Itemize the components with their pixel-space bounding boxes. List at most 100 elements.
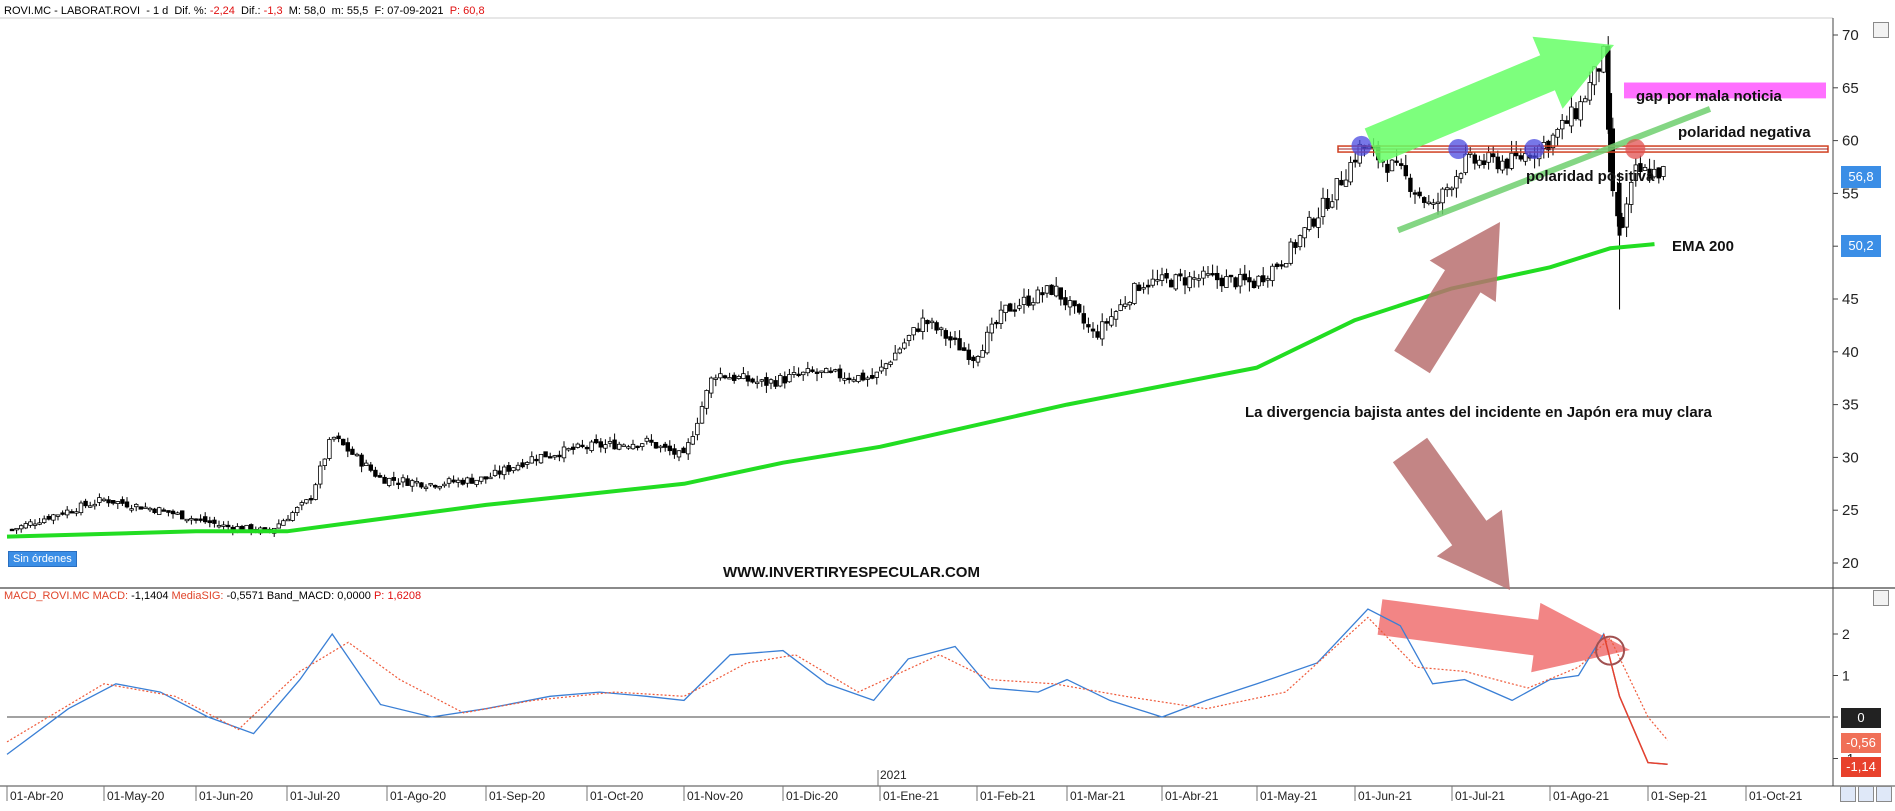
channel-line [1396, 106, 1712, 234]
save-button[interactable] [1858, 786, 1874, 802]
x-tick-label: 01-Dic-20 [786, 789, 838, 803]
candle-body [308, 498, 314, 501]
candle-body [147, 507, 153, 511]
candle-body [837, 368, 843, 379]
candle-body [469, 477, 475, 484]
candle-body [327, 439, 332, 459]
candle-body [1495, 156, 1500, 170]
candle-body [948, 336, 953, 341]
pane-maximize-button[interactable] [1873, 22, 1889, 38]
candle-body [336, 435, 341, 440]
candle-body [1500, 160, 1505, 171]
candle-body [538, 453, 544, 464]
candle-body [911, 327, 916, 336]
candle-body [1086, 324, 1091, 328]
divergence-arrow-up [1394, 222, 1500, 374]
candle-body [1440, 188, 1445, 204]
candle-body [1288, 241, 1293, 264]
price-y-tick-label: 55 [1842, 185, 1859, 202]
candle-body [317, 465, 323, 485]
candle-body [202, 516, 208, 523]
candle-body [787, 374, 792, 383]
candle-body [1578, 101, 1583, 121]
candle-body [474, 479, 479, 485]
candle-body [566, 448, 571, 451]
candle-body [1279, 264, 1284, 267]
x-tick-label: 01-May-20 [107, 789, 165, 803]
candle-body [1141, 287, 1146, 290]
touch-circle [1524, 139, 1545, 160]
candle-body [446, 478, 452, 484]
candle-body [520, 462, 525, 468]
gap-candle-body [1608, 93, 1613, 173]
candle-body [212, 519, 217, 524]
candle-body [1638, 163, 1643, 173]
candle-body [55, 514, 61, 517]
candle-body [506, 465, 511, 472]
candle-body [359, 454, 364, 467]
candle-body [1652, 168, 1657, 178]
candle-body [175, 512, 180, 515]
candle-body [713, 377, 718, 380]
candle-body [42, 518, 47, 523]
candle-body [285, 518, 291, 522]
candle-body [262, 527, 268, 530]
candle-body [617, 443, 622, 450]
candle-body [989, 323, 994, 334]
signal-value: -0,5571 [226, 590, 264, 602]
candle-body [755, 381, 760, 384]
candle-body [1330, 201, 1335, 208]
candle-body [851, 379, 856, 382]
dif-label: Dif.: [241, 5, 261, 17]
x-tick-label: 01-Mar-21 [1070, 789, 1126, 803]
candle-body [198, 518, 203, 521]
candle-body [1316, 217, 1321, 228]
candle-body [1196, 278, 1201, 281]
macd-pane-maximize-button[interactable] [1873, 590, 1889, 606]
candle-body [69, 511, 74, 514]
x-tick-label: 01-Jun-20 [199, 789, 253, 803]
candle-body [801, 371, 806, 376]
candle-body [1422, 197, 1427, 203]
divergence-arrow-down [1392, 437, 1510, 590]
candle-body [14, 527, 19, 531]
candle-body [451, 479, 456, 483]
minus-button[interactable] [1840, 786, 1856, 802]
candle-body [1343, 179, 1349, 187]
candle-body [810, 369, 815, 372]
candle-body [598, 441, 603, 448]
candle-body [221, 524, 226, 527]
year-marker-label: 2021 [880, 768, 907, 782]
candle-body [1560, 119, 1565, 130]
scroll-right-button[interactable] [1876, 786, 1892, 802]
candle-body [1293, 242, 1298, 248]
candle-body [575, 443, 580, 448]
interval-label: 1 d [152, 5, 169, 17]
candle-body [386, 477, 392, 486]
candle-body [1399, 163, 1404, 166]
candle-body [824, 368, 829, 374]
candle-body [294, 507, 300, 513]
candle-body [396, 482, 401, 486]
candle-body [276, 523, 281, 529]
candle-body [1307, 216, 1312, 230]
candle-body [584, 446, 590, 450]
x-tick-label: 01-Nov-20 [687, 789, 743, 803]
last-price-box: 56,8 [1841, 166, 1881, 188]
candle-body [870, 375, 875, 379]
candle-body [1481, 160, 1487, 165]
candle-body [1408, 177, 1413, 192]
candle-body [478, 476, 484, 482]
candle-body [750, 378, 755, 383]
candle-body [18, 525, 24, 530]
candle-body [1109, 316, 1114, 326]
candle-body [975, 356, 981, 363]
orders-badge[interactable]: Sin órdenes [8, 551, 77, 567]
candle-body [1661, 166, 1666, 177]
candle-body [511, 467, 516, 472]
watermark: WWW.INVERTIRYESPECULAR.COM [723, 564, 980, 581]
symbol-label: ROVI.MC - LABORAT.ROVI [4, 5, 141, 17]
candle-body [934, 322, 939, 331]
signal-label: MediaSIG: [171, 590, 224, 602]
divergence-annotation: La divergencia bajista antes del inciden… [1245, 404, 1712, 421]
